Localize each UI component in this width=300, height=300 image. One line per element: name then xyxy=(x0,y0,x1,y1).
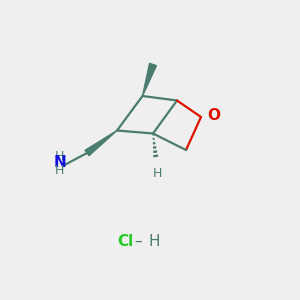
Polygon shape xyxy=(85,130,117,156)
Text: –: – xyxy=(134,234,142,249)
Polygon shape xyxy=(142,63,156,96)
Text: N: N xyxy=(54,155,67,170)
Text: H: H xyxy=(153,167,162,179)
Text: H: H xyxy=(54,164,64,177)
Text: Cl: Cl xyxy=(117,234,134,249)
Text: O: O xyxy=(208,108,220,123)
Text: H: H xyxy=(54,149,64,163)
Text: H: H xyxy=(148,234,160,249)
